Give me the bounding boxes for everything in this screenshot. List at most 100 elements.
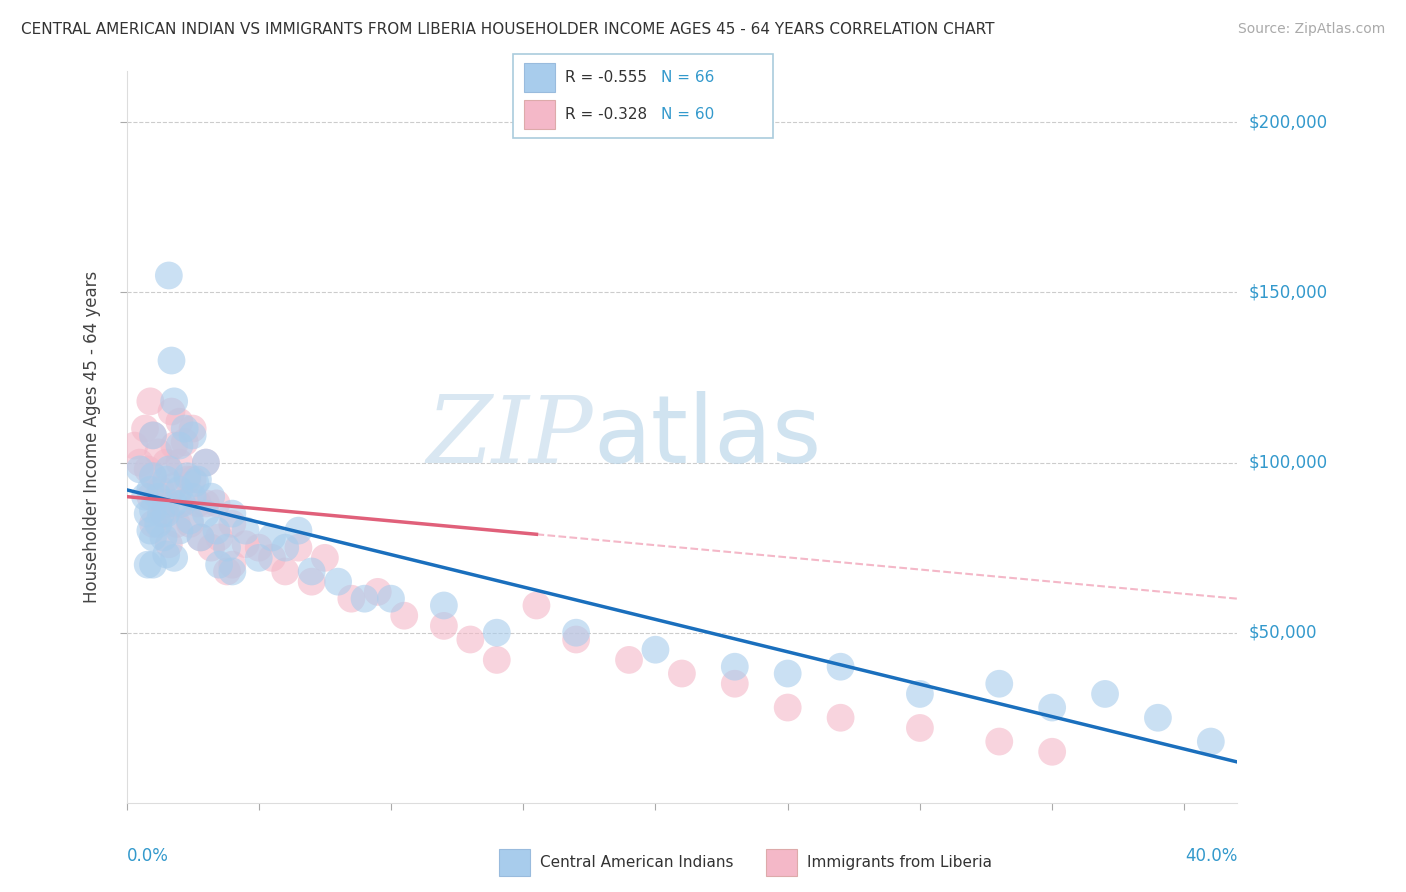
- Point: [169, 483, 191, 497]
- Point: [149, 507, 172, 521]
- Point: [169, 496, 191, 510]
- Point: [163, 394, 186, 409]
- Point: [142, 558, 165, 572]
- Point: [260, 531, 283, 545]
- Point: [235, 537, 257, 551]
- Point: [139, 490, 162, 504]
- Point: [142, 428, 165, 442]
- Point: [208, 531, 231, 545]
- Point: [148, 490, 170, 504]
- Point: [142, 469, 165, 483]
- Point: [181, 428, 204, 442]
- Text: N = 60: N = 60: [661, 107, 714, 122]
- Point: [485, 653, 508, 667]
- Text: R = -0.328: R = -0.328: [565, 107, 647, 122]
- Point: [181, 473, 204, 487]
- Point: [485, 625, 508, 640]
- Point: [160, 353, 183, 368]
- Point: [353, 591, 375, 606]
- Point: [988, 734, 1011, 748]
- Point: [148, 516, 170, 531]
- Point: [988, 677, 1011, 691]
- Point: [776, 700, 799, 714]
- Point: [724, 659, 747, 673]
- Point: [148, 445, 170, 459]
- Text: R = -0.555: R = -0.555: [565, 70, 647, 85]
- Point: [301, 574, 323, 589]
- Point: [433, 599, 456, 613]
- Point: [155, 548, 177, 562]
- Point: [142, 469, 165, 483]
- Text: $200,000: $200,000: [1249, 113, 1327, 131]
- Text: 0.0%: 0.0%: [127, 847, 169, 864]
- Point: [152, 507, 174, 521]
- Point: [136, 558, 159, 572]
- Point: [142, 531, 165, 545]
- Point: [160, 404, 183, 418]
- Point: [1094, 687, 1116, 701]
- Point: [565, 632, 588, 647]
- Point: [187, 496, 209, 510]
- Point: [200, 541, 222, 555]
- Point: [830, 711, 852, 725]
- Text: Central American Indians: Central American Indians: [540, 855, 734, 870]
- Point: [194, 496, 217, 510]
- Point: [776, 666, 799, 681]
- Point: [169, 439, 191, 453]
- Point: [526, 599, 548, 613]
- Point: [181, 421, 204, 435]
- Point: [139, 483, 162, 497]
- Point: [157, 537, 180, 551]
- Point: [260, 550, 283, 565]
- Point: [128, 462, 150, 476]
- Point: [1147, 711, 1170, 725]
- Point: [176, 473, 198, 487]
- Text: Immigrants from Liberia: Immigrants from Liberia: [807, 855, 993, 870]
- Point: [367, 585, 389, 599]
- Text: $100,000: $100,000: [1249, 454, 1327, 472]
- Point: [142, 503, 165, 517]
- Point: [134, 490, 156, 504]
- Point: [190, 531, 212, 545]
- Point: [380, 591, 402, 606]
- Point: [149, 483, 172, 497]
- Point: [136, 507, 159, 521]
- Point: [830, 659, 852, 673]
- Point: [155, 507, 177, 521]
- Point: [181, 490, 204, 504]
- Point: [179, 516, 201, 531]
- Point: [176, 469, 198, 483]
- Point: [247, 541, 270, 555]
- Point: [194, 456, 217, 470]
- Point: [169, 415, 191, 429]
- Point: [187, 473, 209, 487]
- Point: [340, 591, 363, 606]
- Text: CENTRAL AMERICAN INDIAN VS IMMIGRANTS FROM LIBERIA HOUSEHOLDER INCOME AGES 45 - : CENTRAL AMERICAN INDIAN VS IMMIGRANTS FR…: [21, 22, 994, 37]
- Point: [205, 496, 228, 510]
- Point: [200, 490, 222, 504]
- Point: [394, 608, 416, 623]
- Text: N = 66: N = 66: [661, 70, 714, 85]
- Point: [221, 516, 243, 531]
- Point: [1040, 745, 1063, 759]
- Text: atlas: atlas: [593, 391, 821, 483]
- Text: 40.0%: 40.0%: [1185, 847, 1237, 864]
- Point: [163, 439, 186, 453]
- Point: [565, 625, 588, 640]
- Point: [142, 428, 165, 442]
- Point: [215, 565, 238, 579]
- Point: [157, 268, 180, 283]
- Point: [221, 507, 243, 521]
- Text: $150,000: $150,000: [1249, 284, 1327, 301]
- Point: [124, 439, 146, 453]
- Point: [208, 558, 231, 572]
- Point: [173, 435, 195, 450]
- Point: [908, 687, 931, 701]
- Point: [617, 653, 640, 667]
- Point: [1040, 700, 1063, 714]
- Point: [205, 524, 228, 538]
- Point: [314, 550, 336, 565]
- Point: [163, 550, 186, 565]
- Point: [155, 496, 177, 510]
- Point: [155, 456, 177, 470]
